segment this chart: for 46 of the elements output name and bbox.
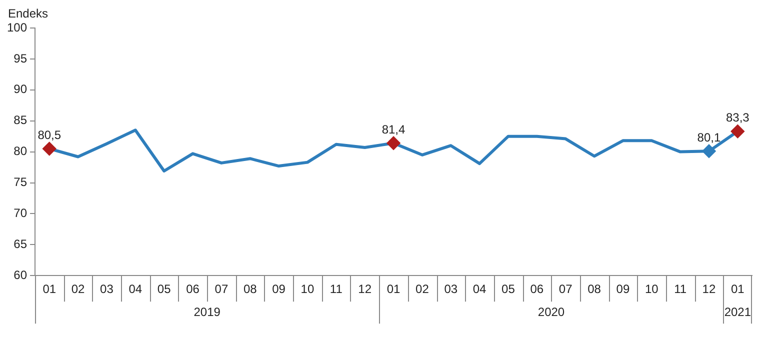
point <box>702 144 716 158</box>
point <box>731 124 744 138</box>
text: 2021 <box>724 304 752 319</box>
y-tick-label: 95 <box>14 51 28 66</box>
x-tick-label: 06 <box>530 282 544 296</box>
y-tick-label: 100 <box>6 20 28 34</box>
x-tick-label: 12 <box>702 282 716 296</box>
y-tick-label: 90 <box>14 82 28 96</box>
x-tick-label: 06 <box>186 282 200 296</box>
x-tick-label: 03 <box>100 282 114 296</box>
data-label: 80,5 <box>38 128 62 142</box>
x-tick-label: 04 <box>128 282 142 296</box>
x-tick-label: 01 <box>42 282 56 296</box>
y-tick-label: 80 <box>14 144 28 158</box>
x-tick-label: 09 <box>272 282 286 296</box>
point <box>387 136 400 150</box>
y-tick-label: 75 <box>14 175 28 190</box>
x-tick-label: 08 <box>243 282 258 296</box>
data-label: 83,3 <box>726 110 750 125</box>
x-tick-label: 03 <box>444 282 458 296</box>
data-label: 81,4 <box>382 122 406 136</box>
x-tick-label: 08 <box>588 282 602 296</box>
x-tick-label: 05 <box>502 282 516 296</box>
x-tick-label: 11 <box>674 282 687 296</box>
x-tick-label: 10 <box>644 282 659 296</box>
x-tick-label: 10 <box>300 282 314 296</box>
x-tick-label: 02 <box>71 282 86 296</box>
y-tick-label: 60 <box>14 268 28 282</box>
y-tick-label: 85 <box>14 113 28 128</box>
x-tick-label: 04 <box>472 282 487 296</box>
y-axis-title: Endeks <box>8 6 48 20</box>
x-tick-label: 02 <box>416 282 430 296</box>
x-tick-label: 01 <box>730 282 745 296</box>
y-tick-label: 70 <box>14 206 28 220</box>
x-tick-label: 05 <box>157 282 172 296</box>
x-tick-label: 11 <box>330 282 343 296</box>
x-tick-label: 07 <box>558 282 573 296</box>
x-tick-label: 09 <box>616 282 630 296</box>
point <box>42 142 56 156</box>
data-label: 80,1 <box>697 130 721 144</box>
text: 2019 <box>194 304 221 319</box>
x-tick-label: 12 <box>358 282 372 296</box>
x-tick-label: 01 <box>386 282 401 296</box>
text: 2020 <box>538 304 565 319</box>
x-tick-label: 07 <box>214 282 228 296</box>
y-tick-label: 65 <box>14 236 28 251</box>
